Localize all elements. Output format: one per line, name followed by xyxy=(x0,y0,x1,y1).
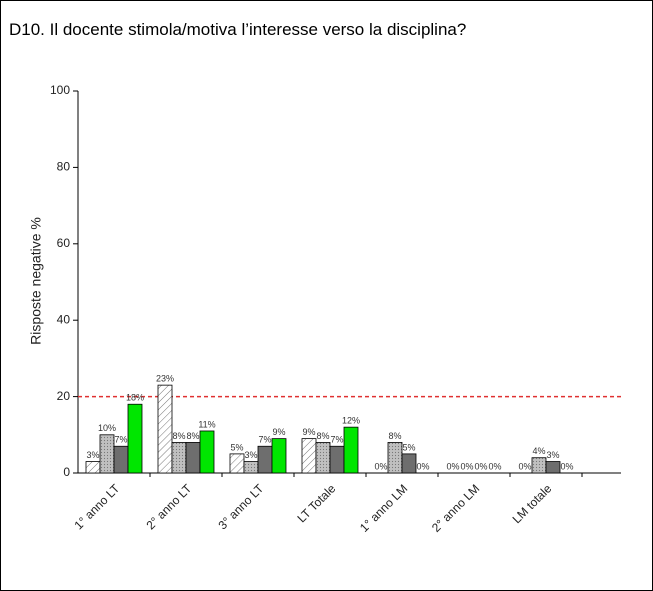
x-tick-label: 2° anno LT xyxy=(143,481,194,532)
bar xyxy=(85,461,101,474)
y-tick-label: 40 xyxy=(57,312,71,326)
value-label: 3% xyxy=(546,450,559,460)
bar xyxy=(199,430,215,474)
bar xyxy=(127,403,143,474)
value-label: 9% xyxy=(272,427,285,437)
value-label: 23% xyxy=(156,374,174,384)
value-label: 0% xyxy=(460,461,473,471)
bar xyxy=(271,438,287,474)
bar xyxy=(315,442,331,474)
value-label: 7% xyxy=(330,435,343,445)
value-label: 0% xyxy=(560,461,573,471)
value-label: 8% xyxy=(316,431,329,441)
value-label: 4% xyxy=(532,446,545,456)
bar xyxy=(401,453,417,474)
bar xyxy=(229,453,245,474)
value-label: 0% xyxy=(488,461,501,471)
value-label: 10% xyxy=(98,423,116,433)
bar xyxy=(257,445,273,474)
question-title: D10. Il docente stimola/motiva l’interes… xyxy=(9,20,467,39)
value-label: 3% xyxy=(244,450,257,460)
value-label: 8% xyxy=(388,431,401,441)
x-tick-label: 2° anno LM xyxy=(429,481,482,534)
bar xyxy=(185,442,201,474)
bar xyxy=(113,445,129,474)
bar xyxy=(545,461,561,474)
x-tick-label: 3° anno LT xyxy=(215,481,266,532)
bar xyxy=(157,384,173,474)
value-label: 0% xyxy=(416,461,429,471)
value-label: 5% xyxy=(230,442,243,452)
value-label: 12% xyxy=(342,416,360,426)
x-tick-label: LT Totale xyxy=(294,481,338,525)
bar xyxy=(171,442,187,474)
value-label: 0% xyxy=(446,461,459,471)
x-tick-label: 1° anno LM xyxy=(357,481,410,534)
bar xyxy=(531,457,547,474)
bar xyxy=(99,434,115,474)
value-label: 18% xyxy=(126,393,144,403)
value-label: 7% xyxy=(258,435,271,445)
bar xyxy=(301,438,317,474)
y-axis-label: Risposte negative % xyxy=(28,217,44,345)
bar xyxy=(243,461,259,474)
x-tick-label: LM totale xyxy=(510,481,555,526)
y-tick-label: 20 xyxy=(57,389,71,403)
value-label: 0% xyxy=(474,461,487,471)
value-label: 0% xyxy=(374,461,387,471)
y-tick-label: 0 xyxy=(63,465,70,479)
y-tick-label: 80 xyxy=(57,160,71,174)
value-label: 5% xyxy=(402,442,415,452)
value-label: 11% xyxy=(198,419,215,429)
value-label: 9% xyxy=(302,427,315,437)
x-tick-label: 1° anno LT xyxy=(71,481,122,532)
value-label: 3% xyxy=(86,450,99,460)
y-tick-label: 60 xyxy=(57,236,71,250)
value-label: 7% xyxy=(114,435,127,445)
y-tick-label: 100 xyxy=(50,83,70,97)
value-label: 8% xyxy=(186,431,199,441)
value-label: 8% xyxy=(172,431,185,441)
bar xyxy=(329,445,345,474)
value-label: 0% xyxy=(518,461,531,471)
bar xyxy=(343,426,359,474)
bar xyxy=(387,442,403,474)
